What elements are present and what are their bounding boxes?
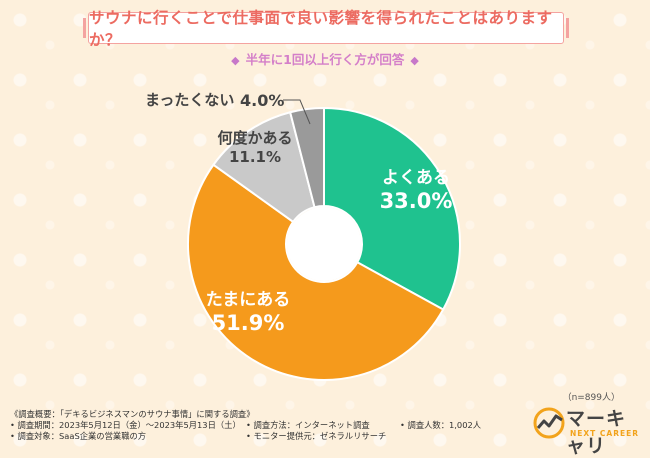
chart-subtitle: ◆ 半年に1回以上行く方が回答 ◆ [0,49,650,68]
label-tamani-aru: たまにある [206,290,291,310]
label-yoku-aru: よくある [382,168,450,188]
value-yoku-aru: 33.0% [380,189,453,213]
chart-title: サウナに行くことで仕事面で良い影響を得られたことはありますか？ [89,9,553,49]
diamond-icon-right: ◆ [410,54,419,67]
leader-line [283,99,311,125]
subtitle-text: 半年に1回以上行く方が回答 [245,52,405,67]
footer-line: • モニター提供元：ゼネラルリサーチ [246,431,387,441]
footer-line: • 調査対象：SaaS企業の営業職の方 [10,431,147,441]
label-mattaku-nai: まったくない [145,91,234,109]
value-tamani-aru: 51.9% [212,311,285,335]
footer-line: • 調査人数：1,002人 [400,420,482,430]
footer-line: • 調査期間：2023年5月12日（金）〜2023年5月13日（土） [10,420,241,430]
value-nandoka-aru: 11.1% [229,148,281,166]
footer-line: • 調査方法：インターネット調査 [246,420,370,430]
logo-subtext: NEXT CAREER [570,429,640,438]
slice-tamani-aru [187,163,445,381]
footer-line: 《調査概要：「デキるビジネスマンのサウナ事情」に関する調査》 [10,409,255,419]
diamond-icon-left: ◆ [231,54,240,67]
logo-mark-icon [533,407,565,439]
sample-size: （n=899人） [562,393,620,403]
brand-logo: マーキャリ NEXT CAREER [532,402,642,457]
donut-hole [287,207,361,281]
title-box: サウナに行くことで仕事面で良い影響を得られたことはありますか？ [83,9,569,49]
label-nandoka-aru: 何度かある [217,129,292,147]
slice-mattaku-nai [288,106,325,209]
slice-yoku-aru [323,106,461,311]
value-mattaku-nai: 4.0% [240,91,284,110]
